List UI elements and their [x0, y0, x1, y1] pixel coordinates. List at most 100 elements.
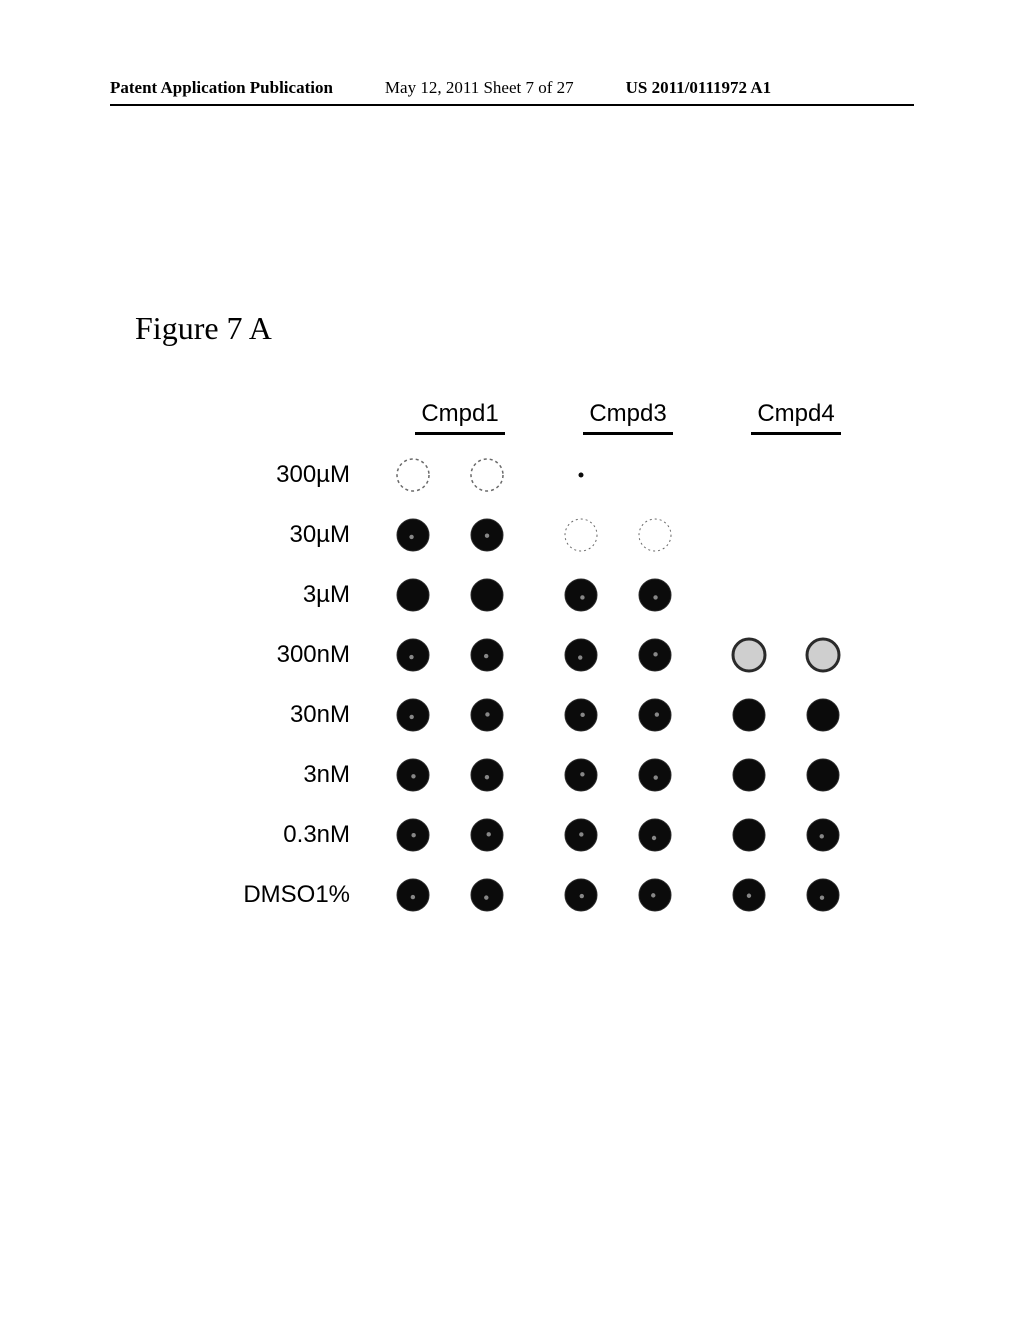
well-dot-icon: [635, 455, 675, 495]
well-dot: [729, 875, 769, 915]
well-dot: [393, 815, 433, 855]
well-dot-icon: [561, 635, 601, 675]
well-dot: [561, 875, 601, 915]
well-dot-icon: [635, 875, 675, 915]
well-dot-icon: [635, 755, 675, 795]
well-dot-icon: [393, 575, 433, 615]
well-dot: [467, 635, 507, 675]
well-dot: [467, 755, 507, 795]
column-label: Cmpd1: [421, 400, 498, 427]
row-label: 30µM: [170, 521, 370, 549]
well-dot: [393, 575, 433, 615]
well-dot-icon: [561, 515, 601, 555]
well-dot: [561, 515, 601, 555]
compound-pair: [370, 695, 530, 735]
well-dot-icon: [803, 575, 843, 615]
well-dot-icon: [393, 635, 433, 675]
well-dot-icon: [393, 455, 433, 495]
column-header-cmpd4: Cmpd4: [716, 400, 876, 435]
column-header-cmpd1: Cmpd1: [380, 400, 540, 435]
row-cells: [370, 875, 874, 915]
well-dot: [393, 875, 433, 915]
well-dot: [803, 515, 843, 555]
header-rule: [110, 104, 914, 106]
compound-pair: [370, 575, 530, 615]
well-dot-icon: [803, 815, 843, 855]
compound-pair: [706, 695, 866, 735]
well-dot: [803, 875, 843, 915]
well-dot: [635, 755, 675, 795]
well-dot: [467, 455, 507, 495]
compound-pair: [538, 575, 698, 615]
well-dot-icon: [393, 815, 433, 855]
well-dot-icon: [803, 515, 843, 555]
well-dot: [635, 575, 675, 615]
concentration-row: 300nM: [170, 625, 910, 685]
concentration-row: DMSO1%: [170, 865, 910, 925]
well-dot-icon: [729, 635, 769, 675]
well-dot-icon: [393, 695, 433, 735]
well-dot-icon: [393, 515, 433, 555]
compound-pair: [370, 875, 530, 915]
well-dot: [635, 635, 675, 675]
compound-pair: [706, 635, 866, 675]
compound-pair: [538, 455, 698, 495]
concentration-row: 3µM: [170, 565, 910, 625]
compound-pair: [706, 875, 866, 915]
well-dot-icon: [635, 695, 675, 735]
compound-pair: [370, 515, 530, 555]
compound-pair: [538, 695, 698, 735]
concentration-row: 0.3nM: [170, 805, 910, 865]
well-dot-icon: [729, 515, 769, 555]
well-dot-icon: [467, 515, 507, 555]
compound-pair: [538, 755, 698, 795]
compound-pair: [706, 815, 866, 855]
well-dot-icon: [729, 695, 769, 735]
well-dot-icon: [635, 515, 675, 555]
row-label: 0.3nM: [170, 821, 370, 849]
well-dot-icon: [561, 815, 601, 855]
row-cells: [370, 635, 874, 675]
well-dot-icon: [803, 635, 843, 675]
well-dot-icon: [803, 875, 843, 915]
well-dot: [561, 695, 601, 735]
well-dot: [729, 815, 769, 855]
well-dot: [561, 635, 601, 675]
dot-matrix: 300µM30µM3µM300nM30nM3nM0.3nMDMSO1%: [170, 445, 910, 925]
well-dot-icon: [803, 695, 843, 735]
well-dot-icon: [729, 755, 769, 795]
compound-pair: [538, 515, 698, 555]
well-dot: [561, 455, 601, 495]
concentration-row: 3nM: [170, 745, 910, 805]
well-dot-icon: [561, 875, 601, 915]
well-dot-icon: [467, 815, 507, 855]
well-dot-icon: [635, 635, 675, 675]
well-dot-icon: [729, 575, 769, 615]
concentration-row: 300µM: [170, 445, 910, 505]
well-dot: [393, 515, 433, 555]
row-cells: [370, 695, 874, 735]
concentration-row: 30µM: [170, 505, 910, 565]
well-dot-icon: [467, 635, 507, 675]
figure-title: Figure 7 A: [135, 310, 272, 347]
well-dot-icon: [467, 455, 507, 495]
well-dot-icon: [803, 755, 843, 795]
row-cells: [370, 515, 874, 555]
row-cells: [370, 575, 874, 615]
well-dot: [729, 455, 769, 495]
well-dot-icon: [393, 755, 433, 795]
well-dot: [393, 635, 433, 675]
well-dot-icon: [561, 575, 601, 615]
column-header-cmpd3: Cmpd3: [548, 400, 708, 435]
compound-pair: [706, 755, 866, 795]
compound-pair: [538, 635, 698, 675]
compound-pair: [538, 815, 698, 855]
well-dot: [729, 635, 769, 675]
well-dot: [635, 875, 675, 915]
well-dot: [803, 695, 843, 735]
compound-pair: [370, 455, 530, 495]
well-dot: [561, 575, 601, 615]
well-dot: [803, 755, 843, 795]
row-label: 3µM: [170, 581, 370, 609]
well-dot: [467, 515, 507, 555]
